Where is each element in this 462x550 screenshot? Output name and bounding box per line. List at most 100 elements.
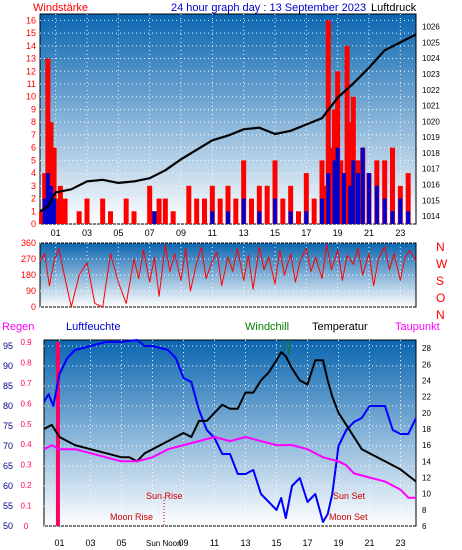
gust-bar	[335, 147, 340, 224]
gust-bar	[273, 198, 277, 224]
compass-label: O	[436, 291, 445, 305]
wind-tick-label: 12	[26, 66, 36, 76]
hour-tick-label: 15	[270, 228, 280, 238]
gust-bar	[351, 160, 356, 224]
wind-bar	[48, 122, 54, 224]
compass-label: S	[436, 274, 444, 288]
pressure-tick-label: 1026	[422, 23, 440, 32]
pressure-tick-label: 1024	[422, 54, 440, 63]
wind-bar	[233, 198, 239, 224]
wind-tick-label: 10	[26, 92, 36, 102]
wind-bar	[202, 198, 207, 224]
luftdruck-label: Luftdruck	[371, 2, 417, 14]
temp-tick-label: 26	[422, 360, 431, 369]
pressure-tick-label: 1021	[422, 102, 440, 111]
wind-tick-label: 9	[31, 104, 36, 114]
gust-bar	[48, 185, 53, 224]
hour-tick-label: 17	[301, 228, 311, 238]
temp-tick-label: 24	[422, 376, 431, 385]
gust-bar	[360, 147, 365, 224]
direction-tick-label: 360	[21, 238, 36, 248]
gust-bar	[406, 211, 411, 224]
windchill-label: Windchill	[245, 321, 289, 333]
compass-label: N	[436, 240, 445, 254]
rain-tick-label: 0.8	[20, 358, 32, 367]
wind-pressure-series	[39, 20, 417, 225]
wind-bar	[249, 198, 254, 224]
wind-tick-label: 13	[26, 54, 36, 64]
humidity-temperature-series	[43, 339, 417, 526]
gust-bar	[341, 173, 346, 224]
wind-bar	[131, 211, 137, 224]
wind-bar	[347, 122, 353, 224]
rain-tick-label: 0.3	[20, 461, 32, 470]
sun-noon-label: Sun Noon	[146, 539, 182, 548]
rain-tick-label: 0.9	[20, 338, 32, 347]
gust-bar	[348, 185, 353, 224]
humidity-tick-label: 50	[3, 521, 13, 531]
wind-bar	[76, 211, 82, 224]
wind-bar	[51, 147, 57, 224]
gust-bar	[320, 198, 324, 224]
wind-bar	[338, 160, 344, 224]
wind-bar	[209, 185, 215, 224]
taupunkt-label: Taupunkt	[395, 321, 440, 333]
hour-tick-label: 13	[240, 538, 250, 548]
pressure-tick-label: 1018	[422, 149, 440, 158]
wind-bar	[272, 160, 278, 224]
rain-tick-label: 0.5	[20, 420, 32, 429]
rain-tick-label: 0.6	[20, 399, 32, 408]
gust-bar	[152, 211, 157, 224]
wind-tick-label: 16	[26, 15, 36, 25]
direction-tick-label: 0	[31, 302, 36, 312]
moon-set-label: Moon Set	[329, 512, 368, 522]
wind-bar	[390, 147, 395, 224]
wind-bar	[405, 173, 411, 224]
wind-bar	[84, 198, 90, 224]
wind-bar	[147, 185, 153, 224]
wind-bar	[57, 185, 63, 224]
hour-tick-label: 01	[54, 538, 64, 548]
humidity-tick-label: 75	[3, 421, 13, 431]
gust-bar	[241, 198, 246, 224]
hour-tick-label: 05	[116, 538, 126, 548]
gust-bar	[398, 198, 403, 224]
humidity-line	[43, 339, 417, 523]
wind-bar	[296, 211, 301, 224]
wind-bar	[256, 185, 262, 224]
wind-pressure-grid	[40, 14, 416, 225]
wind-tick-label: 0	[31, 219, 36, 229]
gust-bar	[210, 211, 215, 224]
pressure-tick-label: 1014	[422, 212, 440, 221]
humidity-tick-label: 90	[3, 361, 13, 371]
temp-tick-label: 16	[422, 441, 431, 450]
humidity-tick-label: 85	[3, 381, 13, 391]
direction-tick-label: 270	[21, 254, 36, 264]
temp-tick-label: 6	[422, 522, 427, 531]
wind-bar	[217, 198, 223, 224]
wind-tick-label: 15	[26, 28, 36, 38]
gust-bar	[356, 173, 361, 224]
wind-bar	[108, 211, 113, 224]
pressure-tick-label: 1023	[422, 70, 440, 79]
gust-bar	[288, 211, 293, 224]
wind-direction-grid	[40, 242, 416, 308]
wind-bar	[100, 198, 106, 224]
humidity-tick-label: 95	[3, 341, 13, 351]
luftfeuchte-label: Luftfeuchte	[66, 321, 120, 333]
hour-tick-label: 23	[395, 538, 405, 548]
wind-direction-line	[39, 244, 417, 308]
wind-bar	[382, 160, 388, 224]
temp-tick-label: 18	[422, 425, 431, 434]
gust-bar	[304, 211, 309, 224]
wind-bar	[225, 185, 231, 224]
wind-pressure-axes: 0123456789101112131415161014101510161017…	[26, 15, 440, 238]
pressure-tick-label: 1020	[422, 117, 440, 126]
hour-tick-label: 03	[85, 538, 95, 548]
wind-direction-series	[39, 244, 417, 308]
wind-tick-label: 6	[31, 143, 36, 153]
hour-tick-label: 07	[145, 228, 155, 238]
humidity-tick-label: 70	[3, 441, 13, 451]
hour-tick-label: 17	[302, 538, 312, 548]
